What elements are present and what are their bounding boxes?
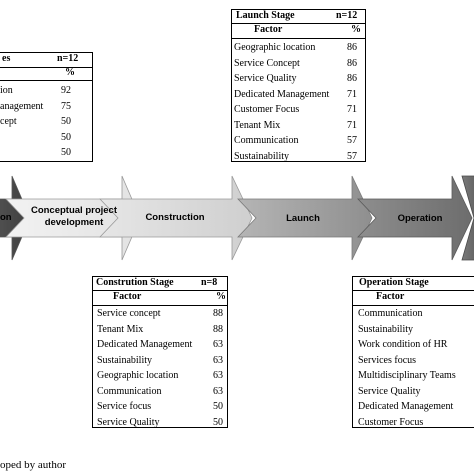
table-row: Geographic location 86: [234, 42, 357, 53]
table-row: Tenant Mix 71: [234, 119, 357, 131]
table-row: Dedicated Management: [358, 401, 454, 412]
table-row: Geographic location 63: [97, 370, 223, 381]
table-row: cept 50: [0, 116, 71, 127]
table-row: 50: [61, 147, 71, 158]
launch-table-pct-header: %: [351, 24, 361, 35]
table-row: Work condition of HR: [358, 339, 448, 350]
table-row: Communication 57: [234, 135, 357, 146]
left-stage-table: es n=12 % ion 92 anagement 75 cept 50 50…: [0, 52, 93, 162]
operation-stage-table: Operation Stage Factor Communication Sus…: [352, 276, 474, 428]
table-row: anagement 75: [0, 100, 71, 112]
table-row: Customer Focus: [358, 416, 424, 428]
table-row: Multidisciplinary Teams: [358, 370, 456, 381]
table-row: Service Quality 50: [97, 416, 223, 428]
table-row: Sustainability: [358, 323, 413, 335]
table-row: Services focus: [358, 354, 417, 366]
stage-label-2: Construction: [145, 212, 205, 223]
construction-table-factor-header: Factor: [113, 291, 142, 302]
operation-table-factor-header: Factor: [376, 291, 405, 302]
stage-label-0: on: [0, 212, 12, 223]
source-footnote: oped by author: [0, 459, 66, 471]
table-row: Sustainability 57: [234, 150, 357, 162]
stage-arrow-0: [0, 175, 31, 261]
stage-arrow-2: [99, 175, 253, 261]
construction-table-n: n=8: [201, 277, 218, 288]
stage-label-3: Launch: [286, 213, 320, 224]
launch-table-n: n=12: [336, 10, 358, 21]
table-row: 50: [61, 131, 71, 143]
table-row: Service Quality 86: [234, 73, 357, 84]
launch-table-factor-header: Factor: [254, 24, 283, 35]
launch-stage-table: Launch Stage n=12 Factor % Geographic lo…: [231, 9, 366, 162]
stage-arrow-4: [357, 175, 473, 261]
construction-table-pct-header: %: [216, 291, 226, 302]
construction-table-title: Constrution Stage: [96, 277, 174, 288]
table-row: Customer Focus 71: [234, 104, 357, 115]
stage-arrow-1: [5, 175, 141, 261]
table-row: Tenant Mix 88: [97, 323, 223, 335]
table-row: Dedicated Management 63: [97, 339, 223, 350]
table-row: Service focus 50: [97, 401, 223, 412]
table-row: Dedicated Management 71: [234, 88, 357, 100]
left-table-n: n=12: [57, 53, 79, 64]
operation-table-title: Operation Stage: [359, 277, 429, 288]
stage-label-1: Conceptual project development: [30, 205, 118, 228]
construction-stage-table: Constrution Stage n=8 Factor % Service c…: [92, 276, 228, 428]
launch-table-title: Launch Stage: [236, 10, 295, 21]
table-row: Service concept 88: [97, 308, 223, 319]
table-row: ion 92: [0, 85, 71, 96]
stage-label-4: Operation: [397, 213, 443, 224]
left-table-pct-header: %: [65, 67, 75, 78]
table-row: Sustainability 63: [97, 354, 223, 366]
left-table-title: es: [2, 53, 11, 64]
table-row: Communication 63: [97, 385, 223, 397]
table-row: Communication: [358, 308, 423, 319]
table-row: Service Quality: [358, 385, 421, 397]
stage-arrow-3: [237, 175, 373, 261]
stage-arrow-5: [461, 175, 474, 261]
table-row: Service Concept 86: [234, 57, 357, 69]
